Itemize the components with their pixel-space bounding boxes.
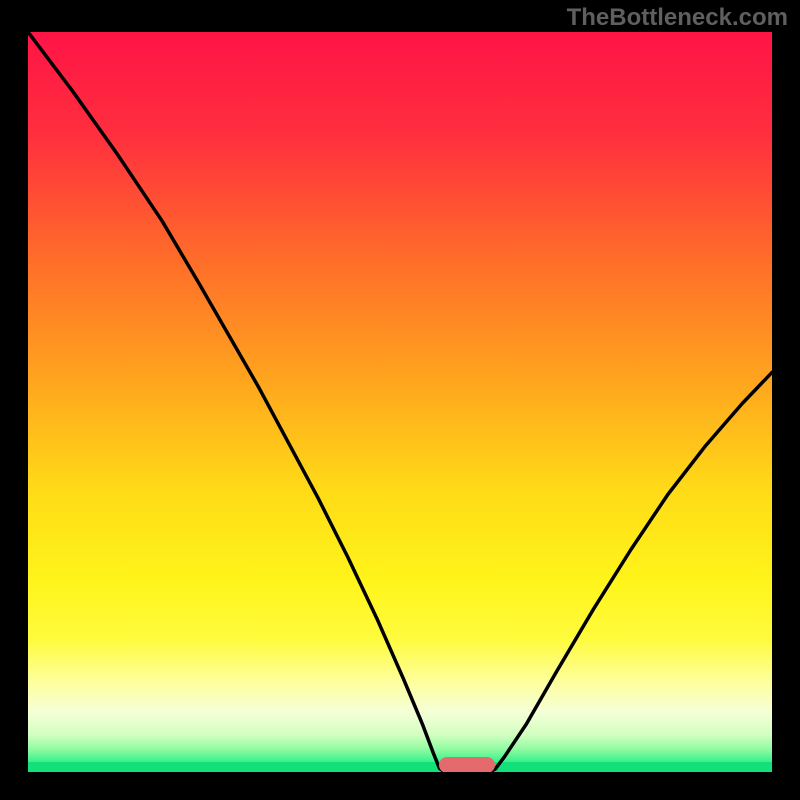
plot-area bbox=[28, 32, 772, 772]
curve-path bbox=[28, 32, 772, 772]
bottleneck-curve bbox=[28, 32, 772, 772]
chart-stage: TheBottleneck.com bbox=[0, 0, 800, 800]
trough-marker bbox=[439, 757, 495, 772]
watermark-text: TheBottleneck.com bbox=[567, 4, 788, 32]
